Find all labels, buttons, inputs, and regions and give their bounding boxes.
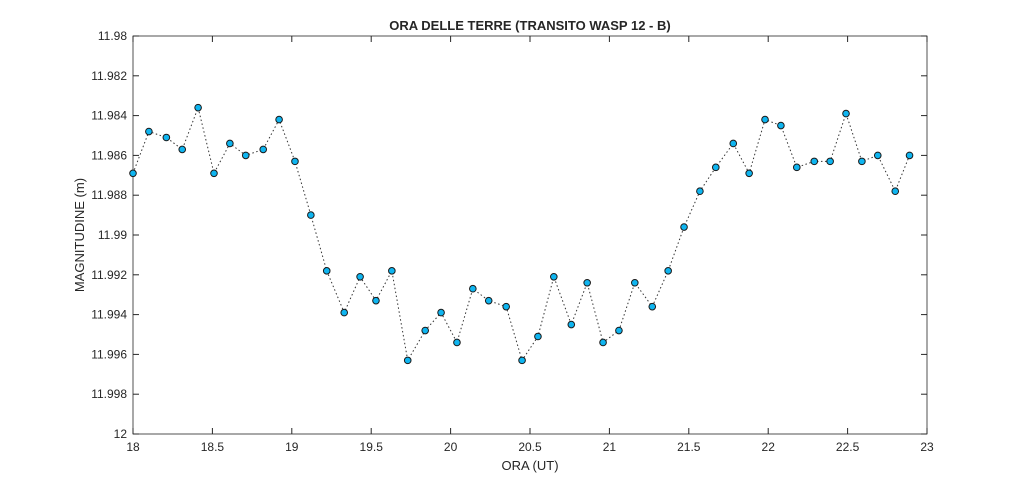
y-tick-label: 11.988	[91, 188, 127, 202]
data-point	[583, 278, 591, 287]
data-point	[873, 151, 882, 160]
data-point	[905, 151, 914, 160]
data-point	[518, 356, 526, 365]
data-point	[145, 127, 153, 136]
data-point	[388, 267, 396, 275]
x-tick-label: 21	[603, 440, 617, 454]
x-tick-label: 22	[762, 440, 776, 454]
data-point	[664, 267, 672, 275]
data-point	[322, 267, 331, 275]
x-axis-label: ORA (UT)	[501, 458, 558, 473]
data-point	[210, 169, 218, 178]
data-point	[162, 133, 171, 142]
data-point	[729, 139, 738, 148]
data-point	[777, 121, 785, 130]
data-point	[502, 302, 510, 311]
y-tick-label: 11.996	[91, 347, 127, 361]
data-point	[194, 103, 202, 112]
y-tick-label: 11.998	[91, 387, 127, 401]
y-tick-label: 11.98	[98, 29, 127, 43]
data-point	[599, 338, 607, 347]
data-point	[453, 338, 461, 347]
data-point	[356, 272, 364, 281]
data-point	[745, 169, 753, 178]
x-tick-label: 23	[920, 440, 934, 454]
y-tick-label: 12	[114, 427, 128, 441]
data-point	[826, 157, 834, 166]
data-point	[648, 302, 657, 311]
y-axis-label: MAGNITUDINE (m)	[72, 178, 87, 292]
x-tick-label: 22.5	[836, 440, 860, 454]
data-point	[307, 211, 315, 219]
y-tick-label: 11.982	[91, 69, 127, 83]
data-point	[534, 332, 542, 341]
x-tick-label: 18	[126, 440, 140, 454]
data-point	[291, 157, 299, 166]
data-point	[631, 278, 639, 287]
data-point	[484, 296, 493, 305]
data-point	[437, 308, 445, 317]
data-point	[858, 157, 866, 166]
data-point	[680, 223, 688, 231]
y-tick-label: 11.992	[91, 268, 127, 282]
data-point	[891, 187, 900, 196]
data-point	[469, 284, 477, 293]
data-point	[129, 169, 137, 178]
data-point	[340, 308, 349, 317]
x-tick-label: 20.5	[518, 440, 542, 454]
data-point	[403, 356, 412, 365]
data-point	[615, 326, 623, 335]
data-point	[696, 187, 704, 196]
plot-box	[132, 35, 928, 435]
data-point	[792, 163, 801, 172]
y-tick-label: 11.986	[91, 148, 127, 162]
data-point	[226, 139, 234, 148]
data-point	[241, 151, 250, 160]
x-tick-label: 21.5	[677, 440, 701, 454]
data-point	[275, 115, 283, 124]
data-point	[259, 145, 268, 154]
y-tick-label: 11.984	[91, 109, 127, 123]
x-tick-label: 19	[285, 440, 299, 454]
chart-title: ORA DELLE TERRE (TRANSITO WASP 12 - B)	[389, 18, 670, 33]
data-point	[761, 115, 769, 124]
data-point	[550, 272, 558, 281]
y-tick-label: 11.99	[98, 228, 127, 242]
y-tick-label: 11.994	[91, 308, 127, 322]
data-point	[567, 320, 576, 329]
data-point	[372, 296, 380, 305]
data-point	[711, 163, 720, 172]
data-point	[421, 326, 429, 335]
data-point	[810, 157, 819, 166]
data-point	[842, 109, 850, 118]
x-tick-label: 19.5	[360, 440, 384, 454]
data-point	[178, 145, 187, 154]
x-tick-label: 18.5	[201, 440, 225, 454]
x-tick-label: 20	[444, 440, 458, 454]
